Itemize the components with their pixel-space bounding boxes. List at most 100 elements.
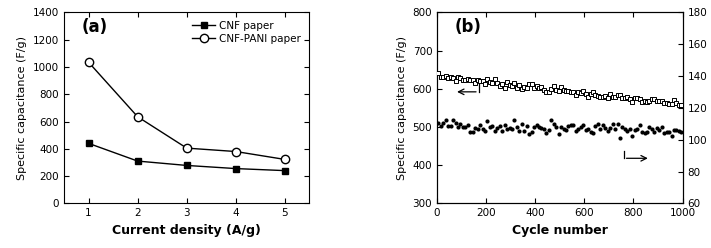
Point (592, 122, 604, 126)
Point (665, 102, 677, 106)
Point (629, 128, 641, 132)
Point (641, 100, 653, 104)
Point (636, 99, 648, 103)
Point (482, 119, 493, 123)
Text: (b): (b) (454, 18, 481, 36)
CNF-PANI paper (232, 150, 240, 153)
X-axis label: Current density (A/g): Current density (A/g) (112, 224, 261, 237)
Point (482, 77, 493, 81)
Line: CNF-PANI paper: CNF-PANI paper (85, 58, 289, 164)
Point (491, 126, 503, 130)
Point (457, 125, 469, 129)
Point (570, 129, 582, 133)
Point (455, 122, 466, 126)
Point (450, 79, 461, 83)
Point (599, 126, 611, 130)
Point (589, 124, 601, 128)
Point (580, 92, 592, 96)
Point (447, 76, 459, 80)
Point (651, 126, 663, 130)
Point (550, 88, 562, 92)
Point (535, 85, 547, 89)
Point (432, 71, 444, 75)
Point (585, 130, 597, 134)
Point (484, 80, 496, 84)
Point (516, 87, 528, 91)
Point (504, 83, 515, 87)
Point (575, 91, 587, 95)
Point (626, 100, 638, 104)
Point (580, 128, 592, 132)
Point (491, 81, 503, 85)
Point (445, 75, 456, 79)
Point (489, 129, 501, 133)
Y-axis label: Specific capacitance (F/g): Specific capacitance (F/g) (397, 36, 407, 180)
Point (643, 125, 655, 129)
Point (435, 124, 447, 127)
Point (631, 126, 643, 130)
Point (477, 79, 488, 83)
Point (440, 118, 451, 122)
Point (673, 103, 685, 107)
Point (548, 122, 560, 126)
Text: (a): (a) (81, 18, 107, 36)
Point (675, 103, 687, 107)
Point (668, 98, 680, 102)
Point (474, 79, 486, 83)
Point (437, 121, 449, 125)
Point (486, 81, 498, 85)
Point (653, 99, 665, 103)
Point (472, 127, 483, 131)
Point (504, 126, 515, 130)
Point (499, 86, 510, 90)
Point (472, 78, 483, 82)
Point (540, 131, 552, 135)
CNF-PANI paper (134, 115, 142, 118)
Point (663, 130, 675, 134)
Point (526, 82, 538, 86)
Point (560, 89, 572, 93)
X-axis label: Cycle number: Cycle number (512, 224, 608, 237)
Point (479, 129, 491, 133)
Point (496, 128, 508, 132)
Point (437, 75, 449, 79)
Point (602, 129, 614, 133)
Point (597, 95, 609, 99)
Point (543, 90, 555, 94)
Point (673, 129, 685, 133)
Point (489, 77, 501, 81)
Point (528, 125, 540, 129)
CNF paper (183, 164, 191, 167)
Point (670, 128, 682, 132)
Point (506, 84, 518, 88)
Point (643, 99, 655, 103)
Point (582, 127, 594, 131)
Point (602, 96, 614, 100)
Point (462, 77, 474, 81)
Point (477, 127, 488, 131)
Point (616, 96, 628, 100)
Point (511, 86, 523, 90)
Point (661, 130, 673, 134)
Point (651, 99, 663, 103)
Point (558, 89, 570, 93)
Point (435, 75, 447, 79)
Point (594, 95, 606, 99)
Point (629, 96, 641, 100)
Point (587, 131, 599, 135)
Point (555, 86, 567, 90)
Point (638, 99, 650, 103)
Point (452, 125, 464, 129)
Point (562, 124, 574, 128)
Point (545, 118, 557, 122)
Point (646, 127, 658, 131)
Point (634, 123, 646, 127)
Point (462, 123, 474, 127)
Point (619, 95, 631, 99)
Point (467, 79, 479, 83)
Point (535, 126, 547, 130)
Point (442, 124, 454, 128)
Point (572, 127, 584, 131)
Point (538, 127, 550, 131)
Point (665, 134, 677, 138)
